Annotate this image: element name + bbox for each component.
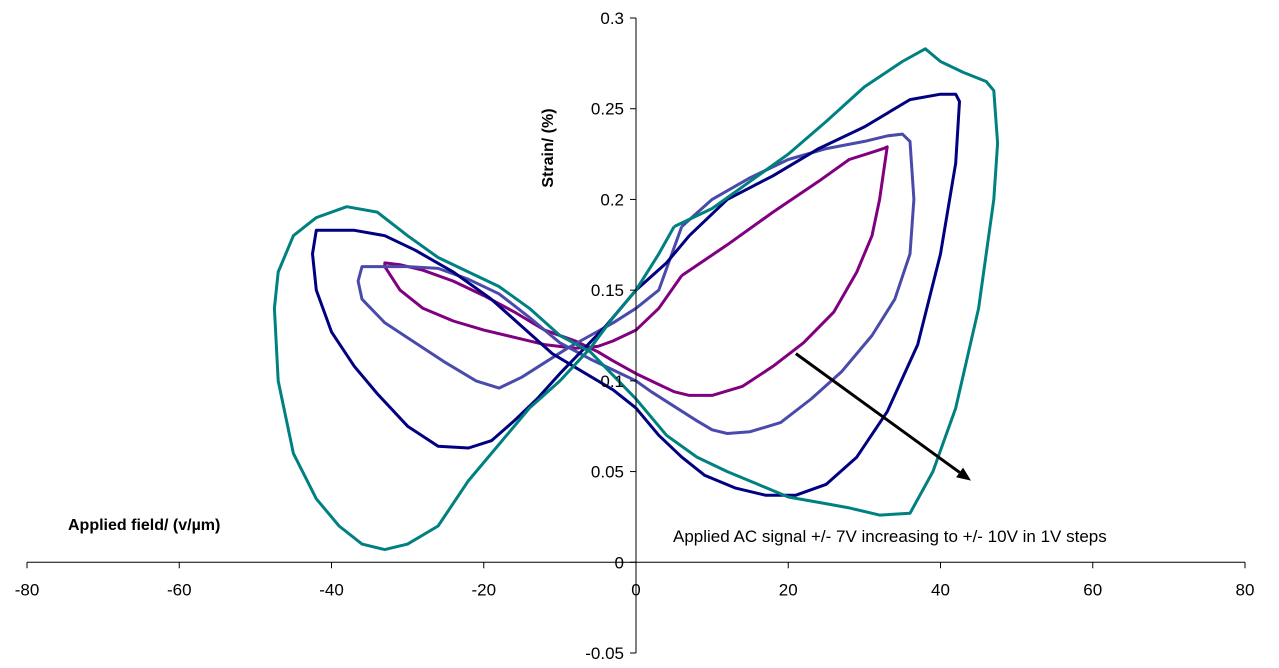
x-tick-label: 0 <box>631 580 640 599</box>
y-tick-label: 0.2 <box>600 190 624 209</box>
series-line-3 <box>311 92 961 497</box>
series-line-4 <box>272 47 1000 552</box>
annotation-layer: Applied AC signal +/- 7V increasing to +… <box>673 352 1107 546</box>
annotation-arrowhead <box>956 467 971 481</box>
y-tick-label: 0 <box>615 553 624 572</box>
annotation-arrow <box>794 352 961 474</box>
series-line-1 <box>383 145 889 397</box>
axes-layer <box>27 18 1245 653</box>
x-tick-label: -40 <box>319 580 344 599</box>
series-layer <box>272 47 1000 552</box>
x-tick-label: 40 <box>931 580 950 599</box>
x-tick-label: 80 <box>1236 580 1255 599</box>
y-tick-label: 0.1 <box>600 372 624 391</box>
x-tick-label: 20 <box>779 580 798 599</box>
ticks-layer: -80 -60 -40 -20 0 20 40 60 80 -0.05 0 0.05 0.1 0.15 0.… <box>15 9 1255 663</box>
x-tick-label: -60 <box>167 580 192 599</box>
x-tick-label: -80 <box>15 580 40 599</box>
y-tick-label: 0.25 <box>591 100 624 119</box>
y-tick-label: -0.05 <box>585 644 624 663</box>
x-tick-label: -20 <box>471 580 496 599</box>
x-axis-title: Applied field/ (v/µm) <box>68 517 220 534</box>
y-tick-label: 0.05 <box>591 463 624 482</box>
y-tick-label: 0.3 <box>600 9 624 28</box>
y-tick-label: 0.15 <box>591 281 624 300</box>
annotation-text: Applied AC signal +/- 7V increasing to +… <box>673 527 1107 546</box>
x-tick-label: 60 <box>1083 580 1102 599</box>
y-axis-title: Strain/ (%) <box>540 108 557 187</box>
